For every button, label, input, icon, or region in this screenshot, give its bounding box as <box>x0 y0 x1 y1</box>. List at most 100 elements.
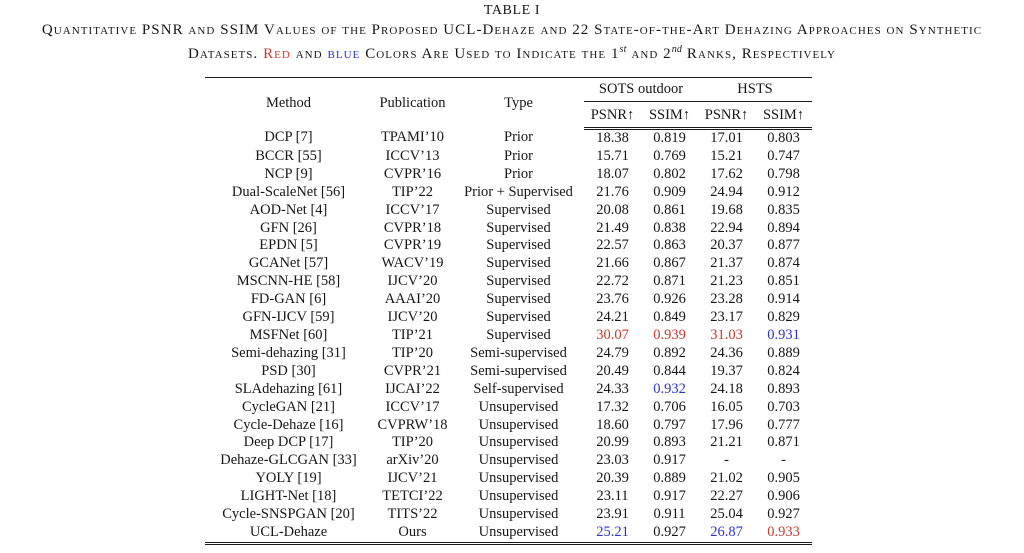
table-cell: 0.863 <box>653 237 686 254</box>
table-cell: - <box>781 452 786 469</box>
table-cell: 17.96 <box>710 416 743 433</box>
table-cell: Unsupervised <box>478 452 559 469</box>
table-cell: 21.23 <box>710 273 743 290</box>
table-cell-rank-red: 0.939 <box>653 326 686 343</box>
table-cell: Semi-supervised <box>470 362 567 379</box>
table-cell: 0.917 <box>653 488 686 505</box>
table-cell-rank-blue: 26.87 <box>710 523 743 540</box>
table-cell-rank-blue: 0.931 <box>767 326 800 343</box>
table-cell: 19.68 <box>710 201 743 218</box>
col-header-ssim-hsts: SSIM↑ <box>755 104 813 130</box>
col-header-psnr-hsts: PSNR↑ <box>698 104 756 130</box>
table-cell: 22.27 <box>710 488 743 505</box>
table-cell: 0.909 <box>653 183 686 200</box>
table-cell: 21.02 <box>710 470 743 487</box>
table-cell: Supervised <box>486 201 551 218</box>
caption-line-1: Quantitative PSNR and SSIM Values of the… <box>41 22 983 38</box>
table-cell: 19.37 <box>710 362 743 379</box>
table-cell: CVPR’18 <box>383 219 442 236</box>
table-cell: 0.835 <box>767 201 800 218</box>
table-cell: 20.37 <box>710 237 743 254</box>
table-cell: 0.917 <box>653 452 686 469</box>
table-cell: Cycle-SNSPGAN [20] <box>222 506 355 523</box>
header-group-row: Method Publication Type SOTS outdoor HST… <box>205 78 813 111</box>
table-cell: 22.94 <box>710 219 743 236</box>
table-cell: ICCV’13 <box>385 147 440 164</box>
table-cell: 0.703 <box>767 398 800 415</box>
table-cell: 23.28 <box>710 291 743 308</box>
table-cell: 0.867 <box>653 255 686 272</box>
table-cell: IJCAI’22 <box>385 380 440 397</box>
table-cell: 0.851 <box>767 273 800 290</box>
table-row: SLAdehazing [61] IJCAI’22 Self-supervised 2… <box>205 381 812 399</box>
table-cell: Unsupervised <box>478 434 559 451</box>
table-cell: TIP’22 <box>391 183 434 200</box>
table-row: GCANet [57] WACV’19 Supervised 21.66 0.867 21… <box>205 255 812 273</box>
table-body: DCP [7] TPAMI’10 Prior 18.38 0.819 17.01 0.803… <box>205 129 812 544</box>
table-cell: 23.17 <box>710 309 743 326</box>
table-row: Cycle-SNSPGAN [20] TITS’22 Unsupervised 23.… <box>205 506 812 524</box>
table-cell: 0.838 <box>653 219 686 236</box>
table-cell: 24.79 <box>596 344 629 361</box>
table-cell: Deep DCP [17] <box>243 434 334 451</box>
table-cell: TIP’20 <box>391 434 434 451</box>
table-cell: Supervised <box>486 326 551 343</box>
col-header-publication: Publication <box>379 94 446 111</box>
caption-text-segment: and <box>290 46 328 62</box>
table-cell: 0.777 <box>767 416 800 433</box>
table-cell: 0.927 <box>653 523 686 540</box>
table-cell: 0.905 <box>767 470 800 487</box>
table-cell: 0.892 <box>653 344 686 361</box>
table-row: PSD [30] CVPR’21 Semi-supervised 20.49 0.844… <box>205 363 812 381</box>
table-cell: Prior <box>504 165 533 182</box>
table-cell: 0.893 <box>767 380 800 397</box>
table-cell: Unsupervised <box>478 416 559 433</box>
table-cell: 24.21 <box>596 309 629 326</box>
table-cell: TETCI’22 <box>382 488 443 505</box>
caption-text-segment: Colors Are Used to Indicate the 1 <box>360 46 620 62</box>
table-cell: 17.01 <box>710 130 743 146</box>
table-cell: 15.21 <box>710 147 743 164</box>
table-cell: 0.871 <box>653 273 686 290</box>
table-cell: EPDN [5] <box>259 237 318 254</box>
table-cell: Prior + Supervised <box>464 183 573 200</box>
table-row: GFN [26] CVPR’18 Supervised 21.49 0.838 22.94… <box>205 220 812 238</box>
table-cell: Unsupervised <box>478 470 559 487</box>
table-cell: Supervised <box>486 309 551 326</box>
table-row: Semi-dehazing [31] TIP’20 Semi-supervised 2… <box>205 345 812 363</box>
table-cell: 23.76 <box>596 291 629 308</box>
table-row: YOLY [19] IJCV’21 Unsupervised 20.39 0.889 21… <box>205 470 812 488</box>
table-cell: 18.07 <box>596 165 629 182</box>
table-cell: 0.914 <box>767 291 800 308</box>
table-cell: 21.21 <box>710 434 743 451</box>
table-cell: 18.38 <box>596 130 629 146</box>
table-cell: CVPR’19 <box>383 237 442 254</box>
table-cell: Prior <box>504 129 533 146</box>
table-row: MSCNN-HE [58] IJCV’20 Supervised 22.72 0.871… <box>205 273 812 291</box>
table-cell-rank-blue: 0.932 <box>653 380 686 397</box>
table-cell: Semi-dehazing [31] <box>231 344 346 361</box>
table-cell: UCL-Dehaze <box>249 523 328 540</box>
caption-color-word-red: Red <box>263 46 291 62</box>
table-cell: 21.49 <box>596 219 629 236</box>
table-cell: 0.889 <box>653 470 686 487</box>
table-cell: TPAMI’10 <box>380 129 445 146</box>
table-row: Deep DCP [17] TIP’20 Unsupervised 20.99 0.89… <box>205 434 812 452</box>
table-cell: IJCV’20 <box>387 309 438 326</box>
table-cell: ICCV’17 <box>385 398 440 415</box>
table-header: Method Publication Type SOTS outdoor HST… <box>205 78 813 130</box>
table-row: FD-GAN [6] AAAI’20 Supervised 23.76 0.926 23.… <box>205 291 812 309</box>
table-cell: 0.906 <box>767 488 800 505</box>
table-cell: Supervised <box>486 219 551 236</box>
header-sub-row: PSNR↑ SSIM↑ PSNR↑ SSIM↑ <box>205 104 813 130</box>
caption-color-word-blue: blue <box>327 46 361 62</box>
caption-line-2: Datasets. Red and blue Colors Are Used t… <box>0 40 1024 64</box>
table-title: TABLE I <box>483 3 541 18</box>
table-cell: Unsupervised <box>478 523 559 540</box>
table-cell: 24.18 <box>710 380 743 397</box>
caption-text-segment: and 2 <box>626 46 672 62</box>
table-row: Cycle-Dehaze [16] CVPRW’18 Unsupervised 18.… <box>205 417 812 435</box>
table-cell: 21.76 <box>596 183 629 200</box>
table-cell-rank-red: 30.07 <box>596 326 629 343</box>
table-cell: 0.747 <box>767 147 800 164</box>
